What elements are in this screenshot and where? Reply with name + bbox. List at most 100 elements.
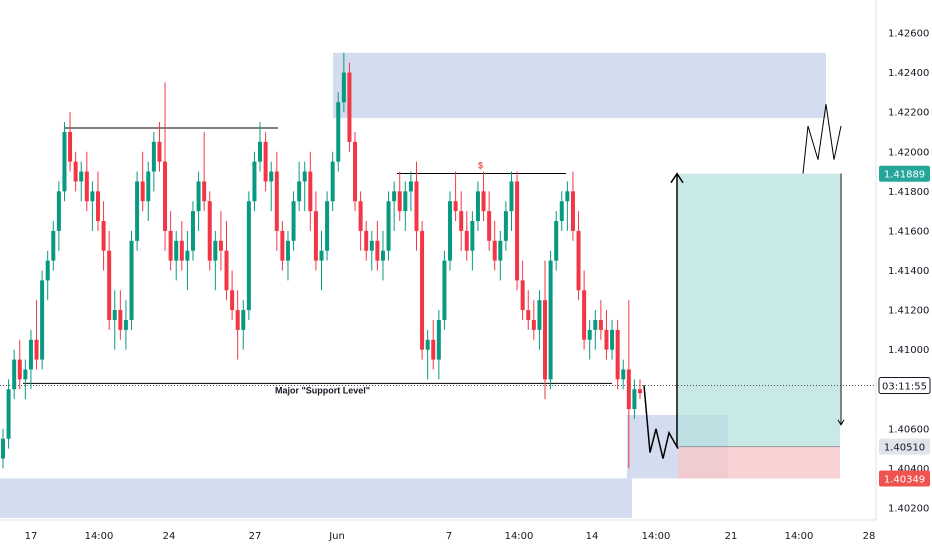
y-tick-label: 1.41200 xyxy=(888,306,929,317)
candle-body xyxy=(1,438,5,459)
candle xyxy=(196,171,201,231)
x-tick-label: 14:00 xyxy=(505,531,534,542)
candle xyxy=(246,191,251,320)
candle xyxy=(17,339,22,390)
candle xyxy=(252,151,257,212)
candle xyxy=(112,290,117,350)
position-tool[interactable] xyxy=(670,172,845,479)
x-axis[interactable]: 17 14:00 24 27 Jun 7 14:00 14 14:00 21 14:00 28 xyxy=(0,519,876,542)
candle-body xyxy=(475,191,480,222)
candle xyxy=(453,171,458,222)
candle-body xyxy=(45,260,50,281)
candle xyxy=(291,191,296,251)
candle xyxy=(358,191,363,251)
x-tick-label: 17 xyxy=(25,531,38,542)
candle-body xyxy=(487,211,492,241)
candle xyxy=(503,201,508,251)
y-tick-label: 1.42000 xyxy=(888,147,929,158)
candle-body xyxy=(582,290,587,340)
candle xyxy=(40,270,45,370)
candle-body xyxy=(615,329,620,380)
candle-body xyxy=(179,240,184,261)
candle-body xyxy=(464,230,469,251)
candle xyxy=(12,349,17,400)
candle-body xyxy=(213,240,218,261)
candle xyxy=(1,428,5,469)
support-level-annotation: Major "Support Level" xyxy=(275,385,370,395)
candle xyxy=(632,379,637,419)
candle xyxy=(570,171,575,241)
candle-body xyxy=(51,230,56,261)
candle-body xyxy=(90,191,95,202)
price-tag-bg xyxy=(879,470,930,487)
candle xyxy=(604,310,609,360)
supply-zone xyxy=(333,52,826,119)
candle-body xyxy=(319,250,324,261)
candle-body xyxy=(280,230,285,261)
candle-body xyxy=(503,211,508,241)
candle xyxy=(68,112,73,172)
x-tick-label: 14:00 xyxy=(642,531,671,542)
x-tick-label: 27 xyxy=(249,531,262,542)
candle-body xyxy=(403,191,408,212)
target-arrow-head xyxy=(670,172,684,184)
candle xyxy=(353,131,358,212)
x-tick-label: 14:00 xyxy=(785,531,814,542)
candle-body xyxy=(358,201,363,231)
candle-body xyxy=(537,300,542,330)
candle xyxy=(190,201,195,261)
candle-body xyxy=(118,310,123,330)
candle-body xyxy=(330,161,335,202)
candle xyxy=(498,230,503,281)
candle xyxy=(230,270,235,320)
candle xyxy=(129,230,134,330)
candle-body xyxy=(79,171,84,182)
candle-body xyxy=(285,240,290,261)
y-tick-label: 1.41400 xyxy=(888,266,929,277)
candle-body xyxy=(414,181,419,231)
candle xyxy=(520,260,525,320)
position-loss-area xyxy=(678,446,840,479)
price-tag-entry: 1.40510 xyxy=(879,438,930,455)
candle-body xyxy=(218,240,223,251)
price-tag-bg xyxy=(878,376,931,394)
candle xyxy=(218,211,223,271)
candle xyxy=(319,230,324,291)
y-tick-label: 1.41000 xyxy=(888,345,929,356)
candle xyxy=(84,151,89,212)
price-tag-text: 1.40510 xyxy=(884,443,925,454)
candle-body xyxy=(431,339,436,360)
candle xyxy=(62,122,67,202)
candle xyxy=(95,171,100,231)
candle-body xyxy=(436,319,441,360)
candle-body xyxy=(638,389,642,394)
candle-body xyxy=(593,319,598,330)
candle-body xyxy=(353,141,358,202)
price-tag-current: 03:11:55 xyxy=(878,376,931,394)
candle xyxy=(330,151,335,212)
candle xyxy=(431,319,436,370)
candle xyxy=(118,290,123,340)
candle xyxy=(380,230,385,281)
candle xyxy=(168,211,173,271)
x-tick-label: 7 xyxy=(446,531,452,542)
y-axis[interactable]: 1.42600 1.42400 1.42200 1.42000 1.41800 1.416… xyxy=(875,0,929,520)
candle xyxy=(302,161,307,212)
candle xyxy=(341,52,346,113)
candle-body xyxy=(548,260,553,380)
candle-body xyxy=(380,250,385,261)
x-tick-label: 28 xyxy=(863,531,876,542)
candle xyxy=(51,221,56,271)
candle xyxy=(526,290,531,330)
candle-body xyxy=(420,230,425,350)
horizontal-lines-layer xyxy=(0,127,876,386)
candle xyxy=(258,122,263,172)
candles-layer xyxy=(1,52,642,469)
y-tick-label: 1.42600 xyxy=(888,29,929,40)
candle-body xyxy=(168,230,173,261)
projection-zigzag xyxy=(643,385,679,459)
y-tick-label: 1.41600 xyxy=(888,226,929,237)
candle-body xyxy=(6,389,11,439)
candle-body xyxy=(632,389,637,410)
